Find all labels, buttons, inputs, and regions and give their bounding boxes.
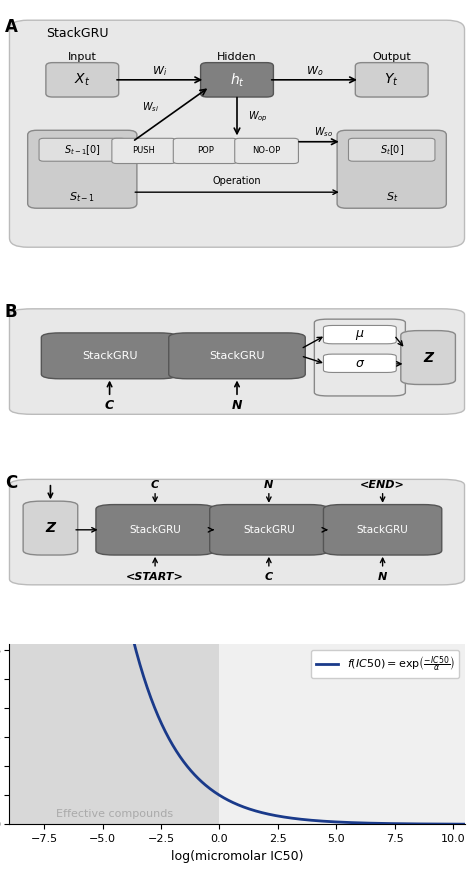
Text: Operation: Operation <box>213 176 261 185</box>
Text: POP: POP <box>197 146 214 155</box>
Text: Input: Input <box>68 52 97 62</box>
Text: Effective compounds: Effective compounds <box>56 809 173 819</box>
Text: $W_i$: $W_i$ <box>152 64 167 78</box>
Text: $S_t[0]$: $S_t[0]$ <box>380 142 404 157</box>
FancyBboxPatch shape <box>169 333 305 379</box>
FancyBboxPatch shape <box>9 309 465 414</box>
Text: $\mu$: $\mu$ <box>355 328 365 341</box>
Text: <START>: <START> <box>126 572 184 582</box>
Text: Z: Z <box>423 350 433 365</box>
Text: StackGRU: StackGRU <box>209 351 265 361</box>
FancyBboxPatch shape <box>112 138 175 163</box>
Text: N: N <box>232 399 242 411</box>
FancyBboxPatch shape <box>173 138 237 163</box>
Text: StackGRU: StackGRU <box>46 28 109 40</box>
FancyBboxPatch shape <box>27 130 137 208</box>
FancyBboxPatch shape <box>46 63 118 97</box>
Text: B: B <box>5 303 18 321</box>
FancyBboxPatch shape <box>356 63 428 97</box>
FancyBboxPatch shape <box>9 479 465 585</box>
FancyBboxPatch shape <box>210 504 328 555</box>
Text: StackGRU: StackGRU <box>243 525 295 535</box>
Text: $W_{op}$: $W_{op}$ <box>247 109 267 124</box>
FancyBboxPatch shape <box>9 21 465 247</box>
Bar <box>9 644 219 824</box>
Text: StackGRU: StackGRU <box>357 525 409 535</box>
FancyBboxPatch shape <box>323 504 442 555</box>
Text: C: C <box>265 572 273 582</box>
Text: Hidden: Hidden <box>217 52 257 62</box>
Text: $W_{so}$: $W_{so}$ <box>314 125 333 140</box>
Legend: $f(IC50) = \exp\!\left(\frac{-IC50}{\alpha}\right)$: $f(IC50) = \exp\!\left(\frac{-IC50}{\alp… <box>311 650 459 678</box>
FancyBboxPatch shape <box>201 63 273 97</box>
Text: $X_t$: $X_t$ <box>74 72 91 88</box>
Text: StackGRU: StackGRU <box>129 525 181 535</box>
Text: $S_{t-1}$: $S_{t-1}$ <box>69 190 95 203</box>
FancyBboxPatch shape <box>314 319 405 396</box>
Text: $S_{t-1}[0]$: $S_{t-1}[0]$ <box>64 142 101 157</box>
FancyBboxPatch shape <box>337 130 447 208</box>
FancyBboxPatch shape <box>96 504 214 555</box>
Text: C: C <box>5 474 17 492</box>
X-axis label: log(micromolar IC50): log(micromolar IC50) <box>171 849 303 863</box>
Text: StackGRU: StackGRU <box>82 351 137 361</box>
Text: $S_t$: $S_t$ <box>385 190 398 203</box>
Text: <END>: <END> <box>360 480 405 490</box>
Text: PUSH: PUSH <box>132 146 155 155</box>
Text: N: N <box>264 480 273 490</box>
FancyBboxPatch shape <box>323 325 396 344</box>
Text: C: C <box>105 399 114 411</box>
Text: $\sigma$: $\sigma$ <box>355 357 365 370</box>
Text: N: N <box>378 572 387 582</box>
Text: $Y_t$: $Y_t$ <box>384 72 399 88</box>
FancyBboxPatch shape <box>41 333 178 379</box>
FancyBboxPatch shape <box>348 138 435 161</box>
Text: $h_t$: $h_t$ <box>229 71 245 89</box>
FancyBboxPatch shape <box>235 138 299 163</box>
FancyBboxPatch shape <box>39 138 126 161</box>
FancyBboxPatch shape <box>23 501 78 555</box>
Text: $W_{si}$: $W_{si}$ <box>142 100 159 115</box>
Text: $W_o$: $W_o$ <box>306 64 323 78</box>
Text: NO-OP: NO-OP <box>253 146 281 155</box>
Text: C: C <box>151 480 159 490</box>
Text: A: A <box>5 18 18 36</box>
Text: Z: Z <box>46 521 55 535</box>
FancyBboxPatch shape <box>323 354 396 373</box>
Text: Output: Output <box>373 52 411 62</box>
FancyBboxPatch shape <box>401 331 456 384</box>
